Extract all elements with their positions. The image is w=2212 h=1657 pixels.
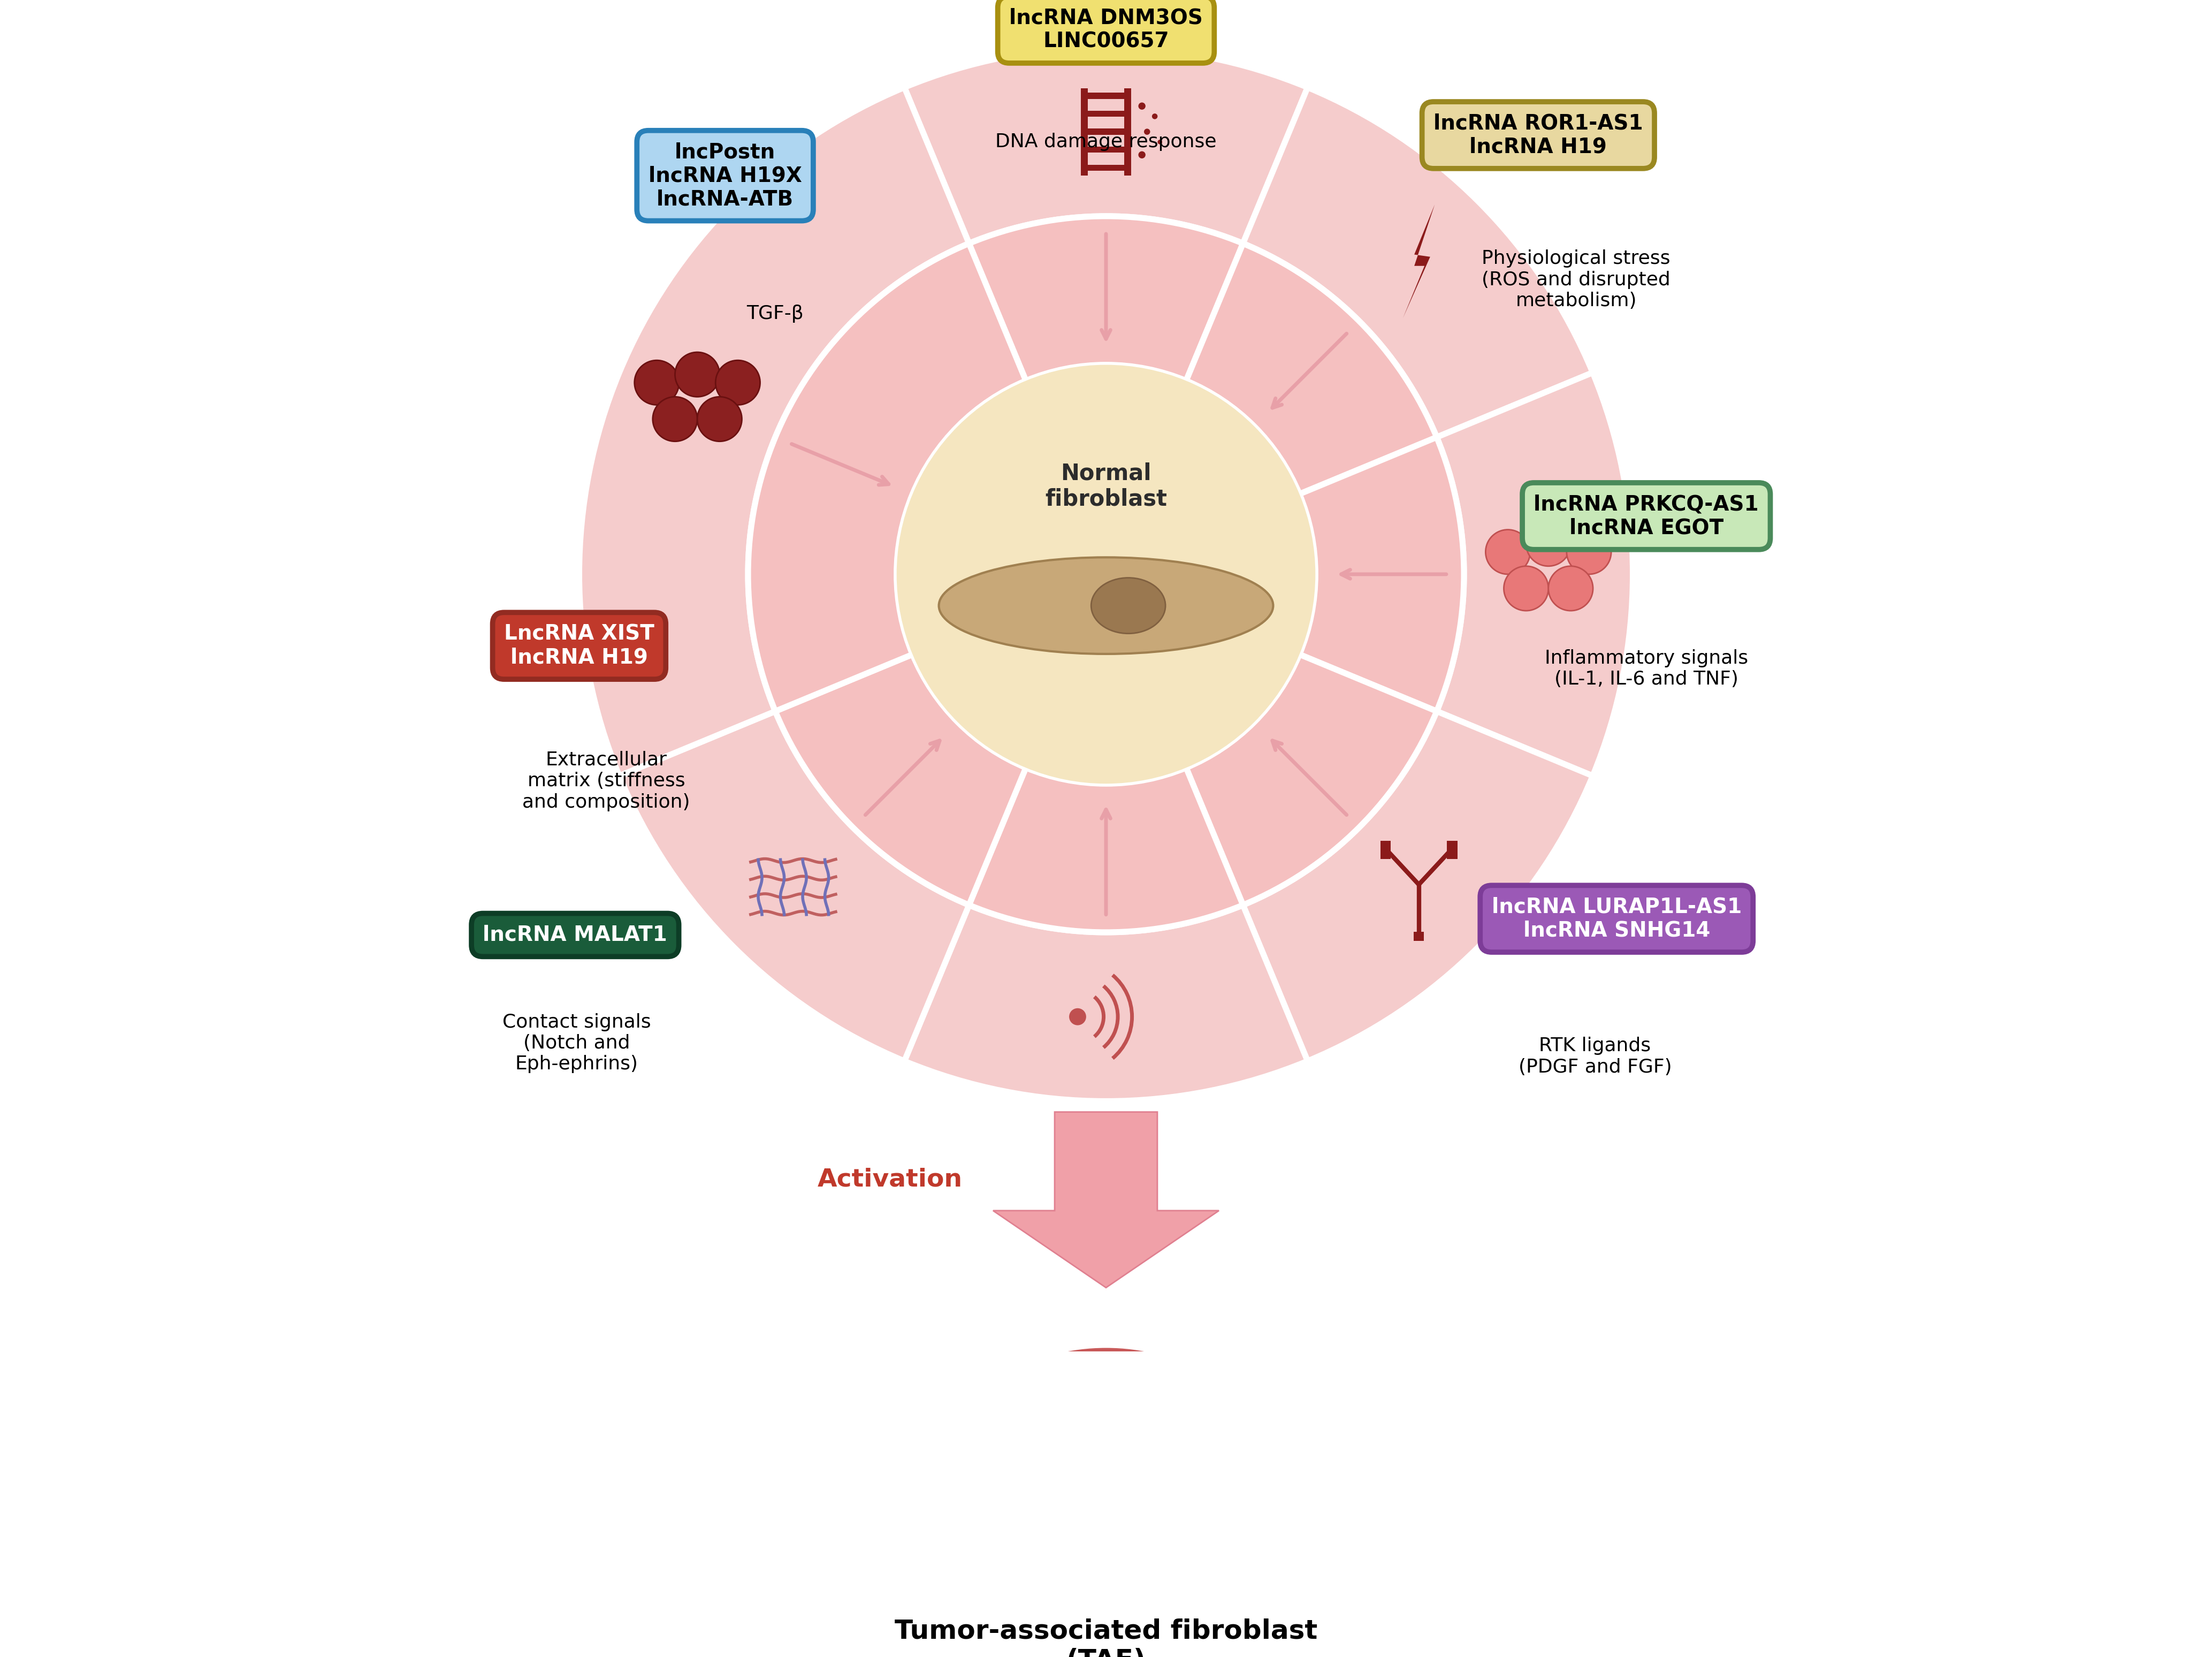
Circle shape: [896, 365, 1316, 784]
Circle shape: [675, 353, 719, 396]
Circle shape: [1139, 151, 1146, 159]
Wedge shape: [1243, 711, 1593, 1060]
Text: RTK ligands
(PDGF and FGF): RTK ligands (PDGF and FGF): [1517, 1037, 1672, 1077]
Bar: [1084, 111, 1128, 118]
Text: lncRNA ROR1-AS1
lncRNA H19: lncRNA ROR1-AS1 lncRNA H19: [1433, 113, 1644, 157]
Circle shape: [697, 396, 741, 441]
Circle shape: [1504, 567, 1548, 611]
Ellipse shape: [938, 557, 1274, 655]
Text: Inflammatory signals
(IL-1, IL-6 and TNF): Inflammatory signals (IL-1, IL-6 and TNF…: [1544, 650, 1747, 688]
Text: Contact signals
(Notch and
Eph-ephrins): Contact signals (Notch and Eph-ephrins): [502, 1012, 650, 1074]
Circle shape: [1144, 129, 1150, 134]
Wedge shape: [969, 767, 1243, 933]
Circle shape: [1548, 567, 1593, 611]
Ellipse shape: [1091, 578, 1166, 633]
Polygon shape: [993, 1112, 1219, 1287]
Wedge shape: [774, 655, 1026, 905]
Ellipse shape: [1055, 1402, 1135, 1471]
Text: DNA damage response: DNA damage response: [995, 133, 1217, 151]
Bar: [1413, 931, 1425, 941]
Wedge shape: [748, 244, 1026, 711]
Circle shape: [1157, 139, 1161, 144]
Bar: [1084, 146, 1128, 152]
Wedge shape: [1438, 373, 1632, 775]
Bar: [1447, 840, 1458, 858]
Circle shape: [1486, 530, 1531, 575]
Wedge shape: [580, 88, 969, 775]
Polygon shape: [1091, 1423, 1197, 1506]
Text: Tumor-associated fibroblast
(TAF): Tumor-associated fibroblast (TAF): [894, 1617, 1318, 1657]
Text: Extracellular
matrix (stiffness
and composition): Extracellular matrix (stiffness and comp…: [522, 751, 690, 812]
Bar: [1084, 164, 1128, 171]
Polygon shape: [1091, 1367, 1197, 1448]
Wedge shape: [1186, 655, 1438, 905]
Circle shape: [1068, 1007, 1086, 1026]
Circle shape: [1139, 103, 1146, 109]
Text: Activation: Activation: [816, 1168, 962, 1191]
Circle shape: [635, 360, 679, 404]
Polygon shape: [975, 1387, 1117, 1455]
Wedge shape: [1298, 437, 1464, 711]
Wedge shape: [1243, 88, 1593, 437]
Bar: [1084, 129, 1128, 134]
Polygon shape: [1088, 1433, 1126, 1513]
Polygon shape: [1051, 1428, 1124, 1513]
Text: lncRNA PRKCQ-AS1
lncRNA EGOT: lncRNA PRKCQ-AS1 lncRNA EGOT: [1533, 494, 1759, 539]
Polygon shape: [1402, 204, 1436, 318]
Polygon shape: [1051, 1360, 1124, 1445]
Polygon shape: [933, 1412, 1108, 1460]
Polygon shape: [1102, 1413, 1276, 1460]
Wedge shape: [969, 215, 1243, 381]
Bar: [1380, 840, 1391, 858]
Text: lncRNA LURAP1L-AS1
lncRNA SNHG14: lncRNA LURAP1L-AS1 lncRNA SNHG14: [1491, 896, 1741, 941]
Polygon shape: [984, 1420, 1115, 1481]
Wedge shape: [619, 711, 969, 1060]
Circle shape: [714, 360, 761, 404]
Text: LncRNA XIST
lncRNA H19: LncRNA XIST lncRNA H19: [504, 625, 655, 668]
Bar: [1082, 88, 1088, 176]
Text: Physiological stress
(ROS and disrupted
metabolism): Physiological stress (ROS and disrupted …: [1482, 250, 1670, 310]
Wedge shape: [1186, 244, 1438, 494]
Text: TGF-β: TGF-β: [745, 305, 803, 323]
Bar: [1124, 88, 1130, 176]
Polygon shape: [1099, 1417, 1248, 1470]
Bar: [1084, 93, 1128, 99]
Wedge shape: [905, 905, 1307, 1102]
Circle shape: [1526, 522, 1571, 567]
Circle shape: [1566, 530, 1610, 575]
Text: lncRNA DNM3OS
LINC00657: lncRNA DNM3OS LINC00657: [1009, 8, 1203, 51]
Polygon shape: [1044, 1427, 1117, 1485]
Circle shape: [1152, 114, 1157, 119]
Text: lncRNA MALAT1: lncRNA MALAT1: [482, 925, 668, 944]
Circle shape: [653, 396, 697, 441]
Polygon shape: [1088, 1360, 1126, 1440]
Wedge shape: [905, 48, 1307, 244]
Text: Normal
fibroblast: Normal fibroblast: [1044, 462, 1168, 510]
Ellipse shape: [971, 1350, 1241, 1523]
Text: lncPostn
lncRNA H19X
lncRNA-ATB: lncPostn lncRNA H19X lncRNA-ATB: [648, 143, 801, 209]
